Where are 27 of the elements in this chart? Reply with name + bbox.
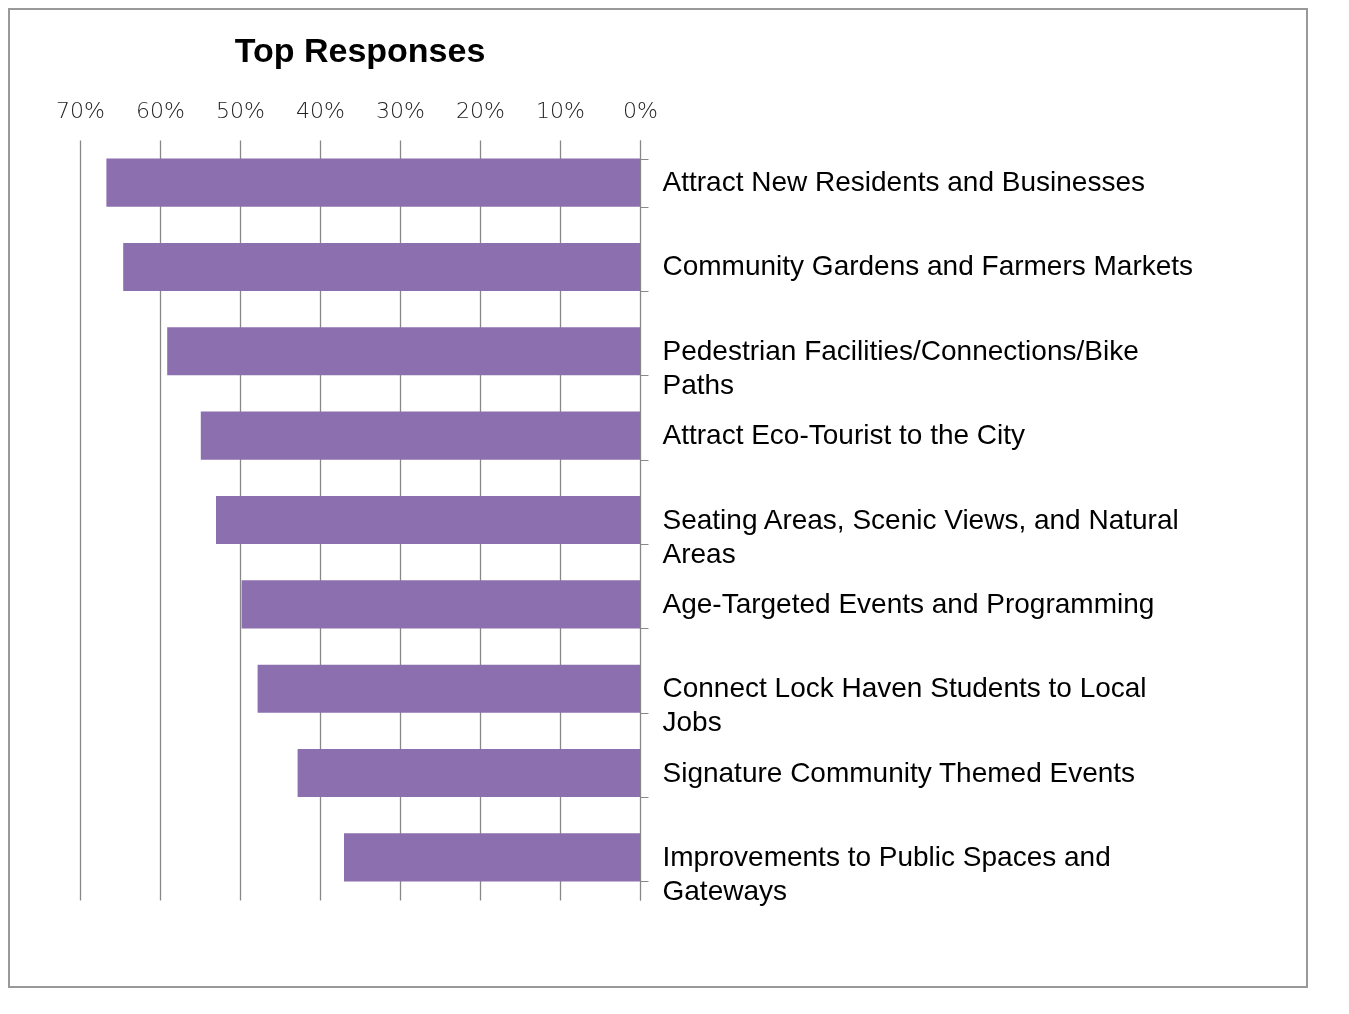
bar: [257, 664, 640, 713]
y-tick-label: Pedestrian Facilities/Connections/Bike Paths: [662, 334, 1139, 400]
bar: [216, 495, 640, 545]
bar: [241, 580, 640, 629]
x-tick-label: 30%: [376, 97, 425, 123]
y-tick-label: Connect Lock Haven Students to Local Jobs: [662, 672, 1147, 738]
y-tick-label: Seating Areas, Scenic Views, and Natural Areas: [662, 503, 1179, 569]
chart-title: Top Responses: [234, 31, 486, 69]
bar: [123, 242, 640, 291]
y-tick-label: Age-Targeted Events and Programming: [662, 587, 1155, 619]
x-tick-label: 40%: [296, 97, 345, 123]
y-tick-label: Signature Community Themed Events: [662, 756, 1136, 788]
bar: [297, 749, 640, 798]
bar: [167, 327, 640, 376]
y-tick-label: Community Gardens and Farmers Markets: [662, 250, 1194, 282]
y-tick-label: Attract Eco-Tourist to the City: [662, 419, 1026, 451]
x-tick-label: 0%: [623, 97, 658, 123]
x-tick-label: 20%: [456, 97, 505, 123]
x-tick-label: 60%: [136, 97, 185, 123]
x-tick-label: 70%: [56, 97, 105, 123]
x-tick-label: 50%: [216, 97, 265, 123]
y-tick-label: Improvements to Public Spaces and Gateways: [662, 840, 1111, 906]
y-tick-label: Attract New Residents and Businesses: [662, 166, 1145, 198]
x-tick-label: 10%: [536, 97, 585, 123]
bar: [344, 833, 640, 882]
bar: [200, 411, 640, 460]
bar: [106, 158, 640, 207]
